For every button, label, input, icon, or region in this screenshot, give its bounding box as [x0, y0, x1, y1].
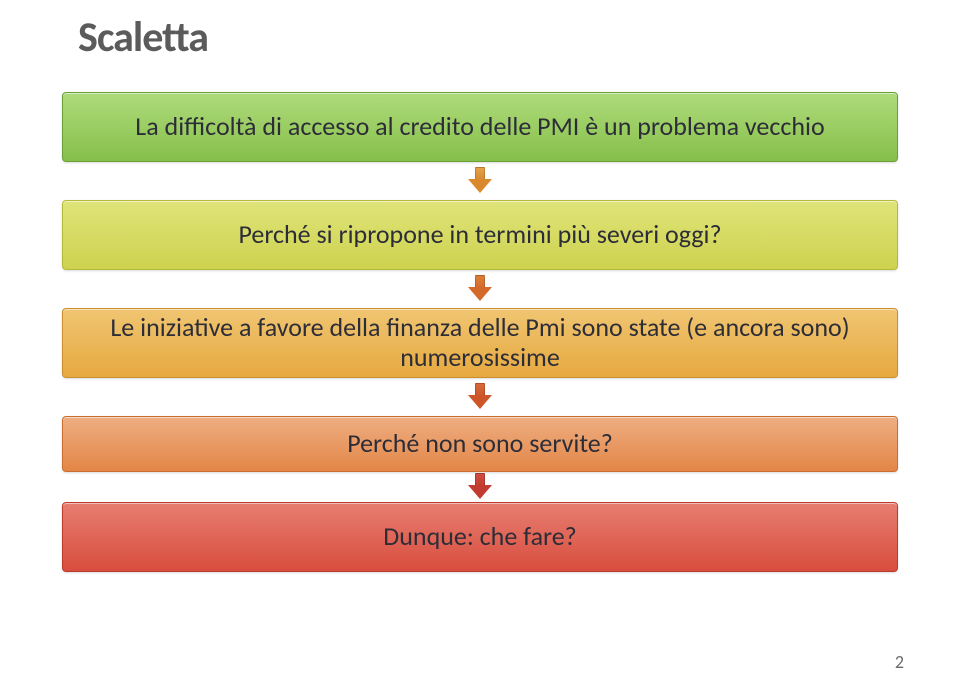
flow-box-text: Dunque: che fare? [383, 522, 576, 552]
page-number: 2 [895, 651, 904, 673]
flow-box-text: Perché si ripropone in termini più sever… [238, 220, 721, 250]
arrow-down-icon [62, 270, 898, 308]
flow-box-4: Dunque: che fare? [62, 502, 898, 572]
flow-box-text: Perché non sono servite? [347, 429, 613, 459]
flow-box-2: Le iniziative a favore della finanza del… [62, 308, 898, 378]
arrow-down-icon [62, 162, 898, 200]
flow-box-text: La difficoltà di accesso al credito dell… [135, 112, 824, 142]
flow-box-text: Le iniziative a favore della finanza del… [81, 313, 879, 373]
flow-box-3: Perché non sono servite? [62, 416, 898, 472]
flow-box-0: La difficoltà di accesso al credito dell… [62, 92, 898, 162]
arrow-down-icon [62, 378, 898, 416]
flow-container: La difficoltà di accesso al credito dell… [62, 92, 898, 572]
arrow-down-icon [62, 472, 898, 502]
flow-box-1: Perché si ripropone in termini più sever… [62, 200, 898, 270]
page-title: Scaletta [78, 12, 208, 63]
